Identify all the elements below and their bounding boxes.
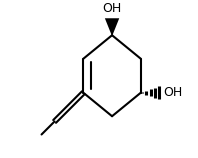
Polygon shape [105,18,119,35]
Text: OH: OH [164,86,183,99]
Text: OH: OH [102,2,122,15]
